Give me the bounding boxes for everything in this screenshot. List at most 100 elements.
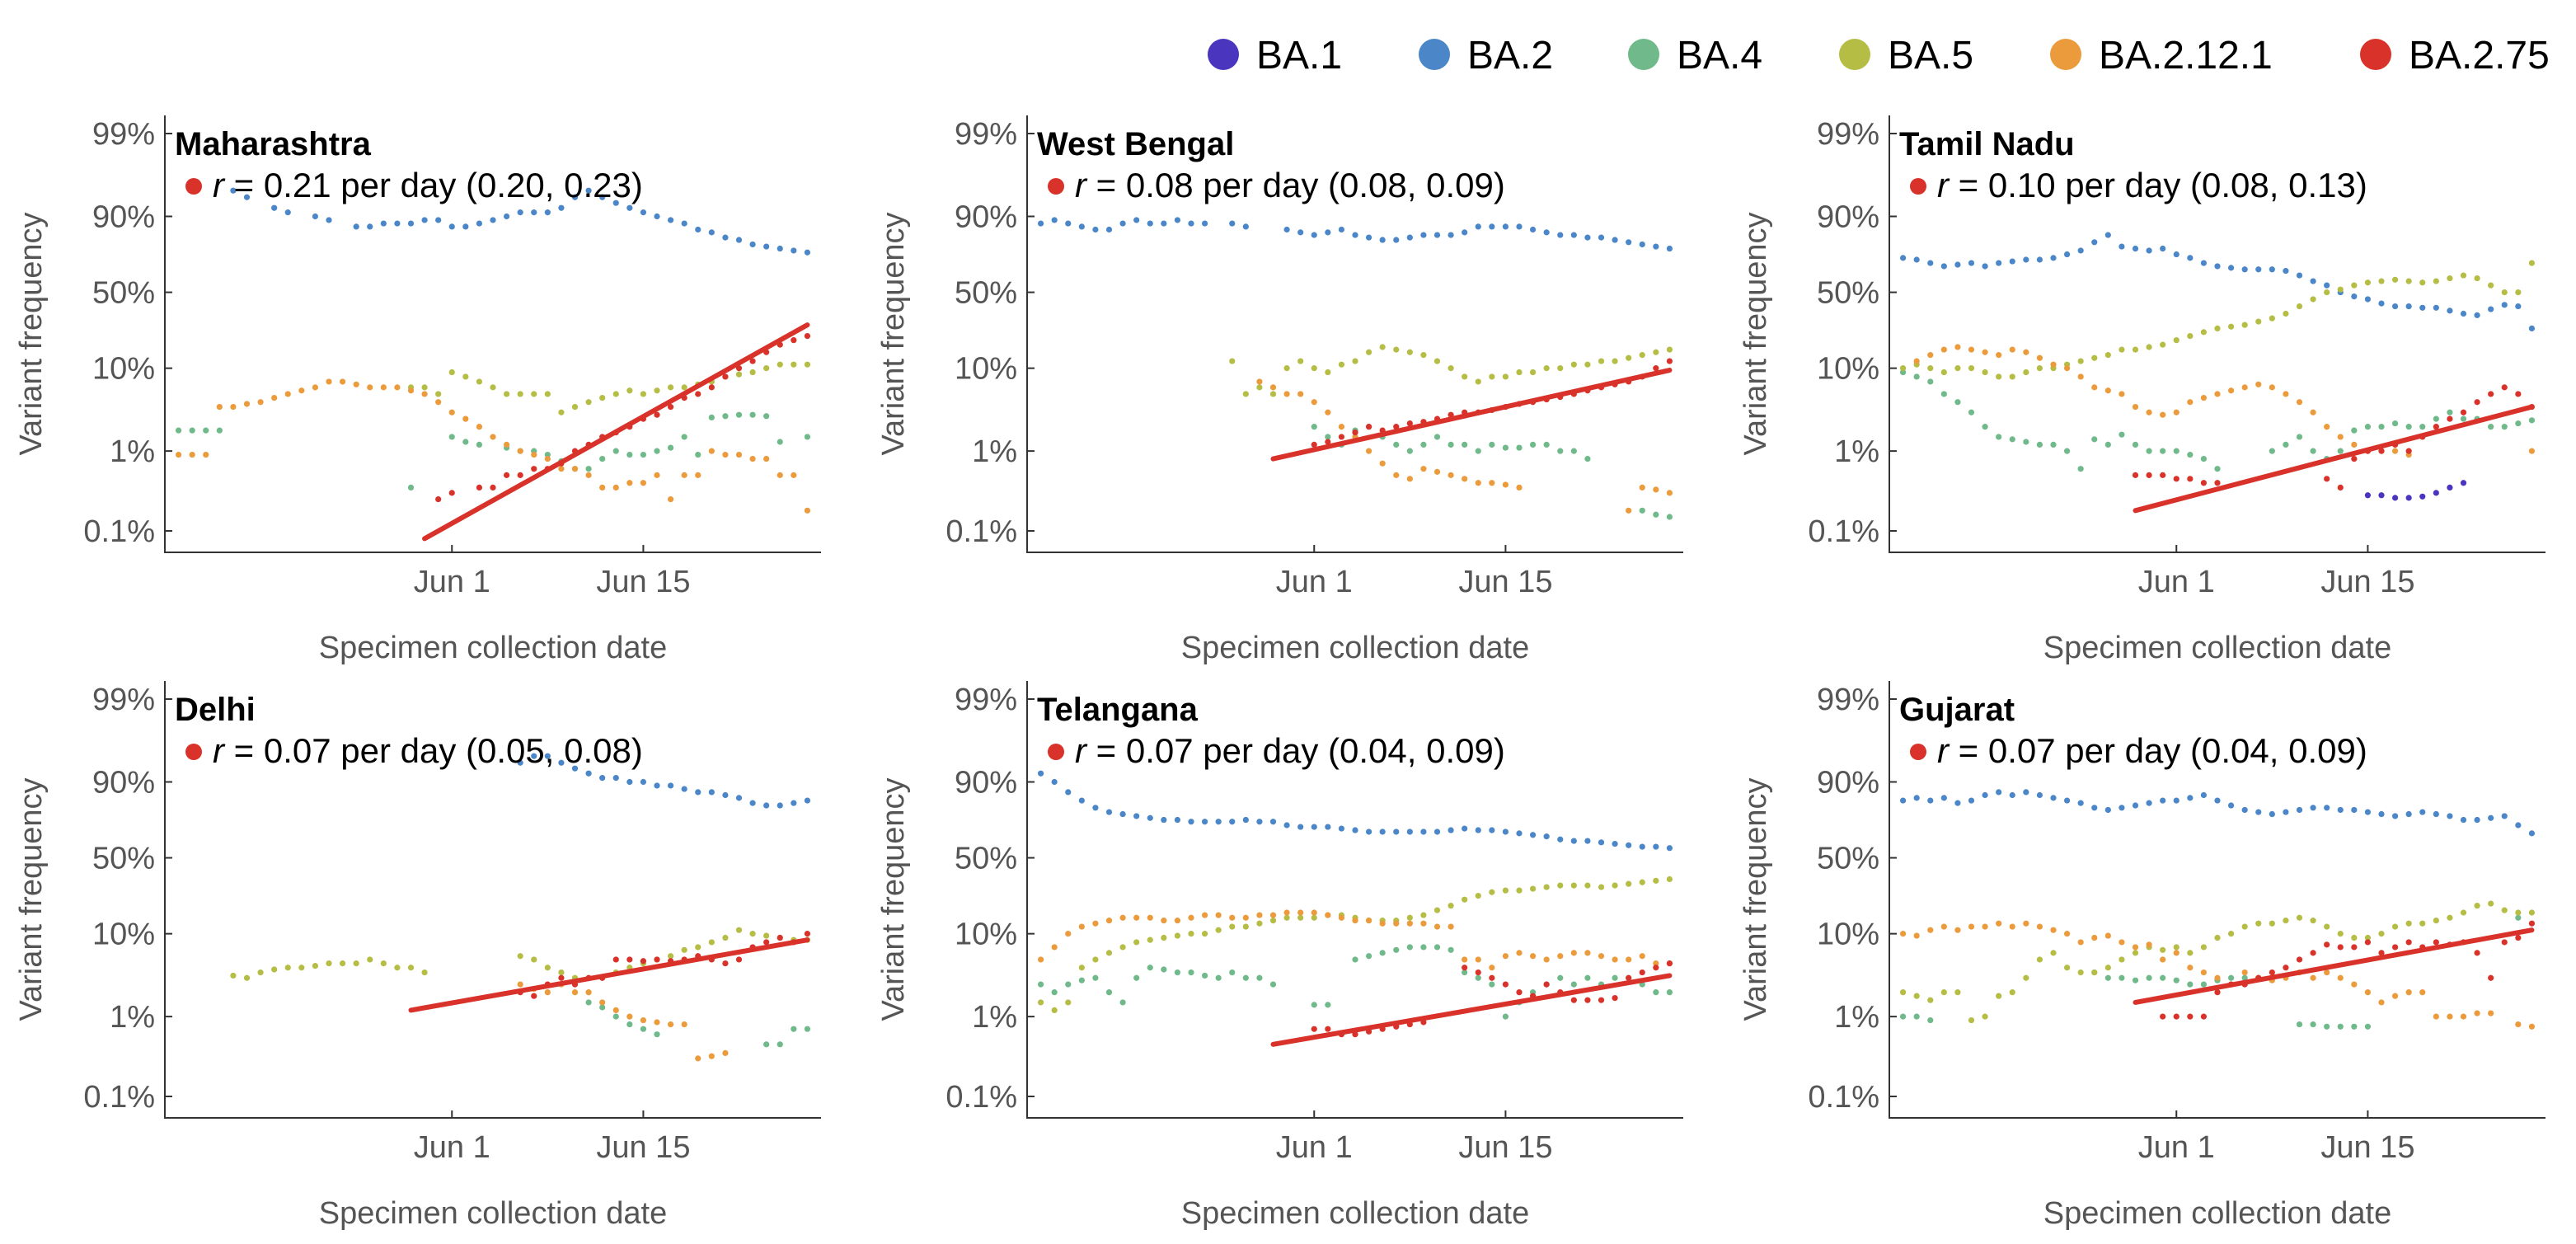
data-point: [571, 466, 579, 472]
legend-marker: [2050, 39, 2081, 70]
data-point: [2474, 399, 2480, 406]
data-point: [1352, 918, 1358, 924]
data-point: [1940, 989, 1947, 996]
data-point: [1557, 448, 1564, 454]
data-point: [654, 387, 660, 394]
data-point: [503, 213, 510, 220]
data-point: [2391, 813, 2399, 819]
x-axis-label: Specimen collection date: [1181, 631, 1529, 665]
data-point: [2364, 492, 2372, 499]
data-point: [1119, 914, 1126, 921]
data-point: [1475, 378, 1481, 385]
data-point: [2433, 1013, 2439, 1020]
data-point: [1666, 960, 1673, 967]
data-point: [1968, 1016, 1975, 1024]
data-point: [777, 934, 783, 941]
data-point: [448, 369, 455, 376]
data-point: [2515, 914, 2522, 921]
series-BA-5: [407, 361, 811, 415]
data-point: [2324, 424, 2330, 430]
data-point: [1529, 832, 1537, 838]
data-point: [585, 999, 592, 1006]
data-point: [2227, 387, 2235, 394]
data-point: [1982, 791, 1988, 799]
data-point: [2119, 974, 2125, 981]
data-point: [1489, 441, 1495, 448]
y-axis-label: Variant frequency: [14, 212, 49, 455]
y-tick-label: 90%: [92, 765, 155, 800]
data-point: [1639, 352, 1645, 359]
data-point: [558, 969, 565, 976]
data-point: [2460, 1013, 2467, 1020]
data-point: [1215, 927, 1222, 933]
data-point: [2419, 989, 2426, 996]
data-point: [722, 413, 729, 420]
data-point: [2091, 969, 2098, 976]
data-point: [2200, 1013, 2208, 1020]
data-point: [749, 455, 756, 462]
data-point: [1913, 373, 1920, 380]
data-point: [2063, 797, 2071, 804]
data-point: [1502, 953, 1509, 960]
data-point: [1420, 920, 1427, 927]
data-point: [2528, 260, 2536, 266]
data-point: [2227, 323, 2235, 330]
data-point: [2378, 810, 2385, 818]
data-point: [2433, 918, 2439, 924]
data-point: [2132, 950, 2139, 956]
data-point: [749, 369, 756, 376]
fit-line: [408, 937, 810, 1013]
data-point: [1968, 260, 1975, 266]
y-tick-label: 99%: [1817, 683, 1879, 717]
data-point: [1612, 882, 1618, 889]
data-point: [667, 782, 674, 789]
y-tick-label: 1%: [1834, 434, 1879, 469]
data-point: [1269, 384, 1277, 391]
series-BA-2-12-1: [1037, 909, 1673, 971]
data-point: [517, 953, 523, 960]
data-point: [2091, 934, 2098, 941]
x-tick-label: Jun 15: [2320, 1130, 2414, 1165]
data-point: [2351, 981, 2358, 988]
data-point: [599, 484, 606, 491]
series-BA-5: [1229, 344, 1673, 397]
data-point: [298, 387, 305, 394]
data-point: [517, 759, 523, 766]
data-point: [2200, 455, 2208, 462]
data-point: [1147, 965, 1153, 971]
data-point: [585, 472, 592, 478]
rate-value: = 0.07 per day (0.04, 0.09): [1949, 731, 2367, 770]
series-BA-2-12-1: [1899, 920, 2536, 1030]
data-point: [2351, 282, 2358, 289]
data-point: [2063, 251, 2071, 258]
y-tick-label: 10%: [1817, 352, 1879, 387]
data-point: [735, 451, 743, 458]
data-point: [448, 434, 455, 440]
data-point: [2173, 977, 2180, 983]
data-point: [1201, 931, 1208, 937]
data-point: [2160, 956, 2166, 963]
y-tick-label: 99%: [955, 117, 1017, 152]
data-point: [1940, 923, 1947, 930]
x-axis-label: Specimen collection date: [2043, 1196, 2391, 1231]
data-point: [1543, 229, 1550, 236]
data-point: [2296, 806, 2303, 814]
series-BA-4: [585, 999, 811, 1048]
data-point: [1133, 914, 1140, 921]
data-point: [626, 451, 633, 458]
data-point: [558, 974, 565, 981]
data-point: [2173, 797, 2180, 804]
data-point: [681, 434, 687, 440]
y-axis-label: Variant frequency: [876, 777, 911, 1021]
data-point: [1639, 879, 1645, 885]
data-point: [2296, 956, 2303, 963]
data-point: [531, 451, 537, 458]
data-point: [667, 495, 674, 503]
y-tick-label: 0.1%: [945, 514, 1017, 549]
data-point: [2515, 822, 2522, 829]
data-point: [230, 972, 237, 979]
rate-value: = 0.08 per day (0.08, 0.09): [1086, 166, 1505, 204]
data-point: [2146, 800, 2152, 806]
data-point: [2324, 941, 2330, 948]
data-point: [2515, 420, 2522, 427]
